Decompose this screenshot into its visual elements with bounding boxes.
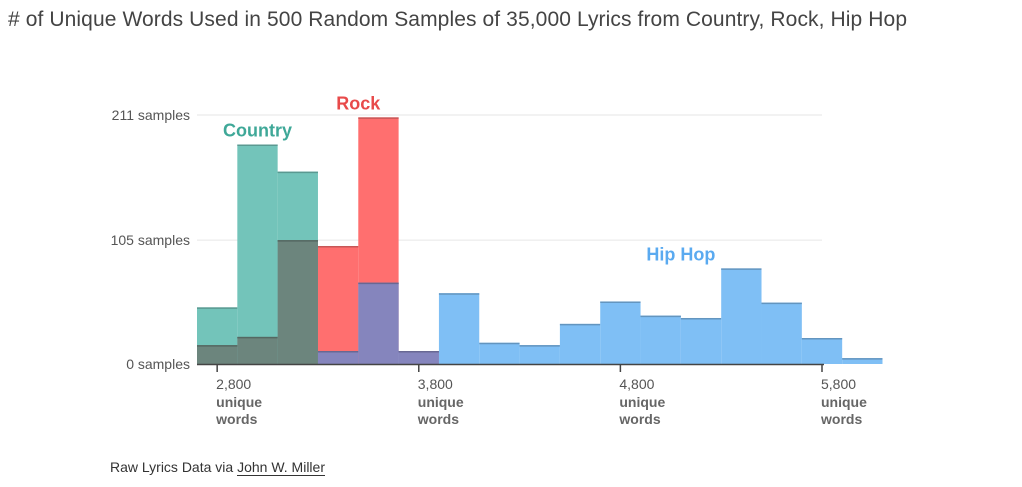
y-tick-label: 105 samples [111,232,190,248]
source-credit: Raw Lyrics Data via John W. Miller [110,459,325,476]
series-labels: Country Rock Hip Hop [223,93,715,264]
x-tick-sub-label: words [820,411,862,427]
x-tick-sub-label: unique [619,394,665,410]
x-tick-label: 2,800 [216,376,251,392]
overlap-bar [237,336,278,364]
hip-hop-bar [438,293,480,364]
series-label-rock: Rock [336,93,381,113]
overlap-bar [358,282,399,364]
rock-bar [317,245,359,364]
x-tick-sub-label: words [215,411,257,427]
hip-hop-bar [761,302,802,364]
x-tick-sub-label: unique [418,394,464,410]
series-label-country: Country [223,121,292,141]
source-link[interactable]: John W. Miller [237,459,325,476]
hip-hop-bar [640,315,681,364]
hip-hop-bar [721,268,762,364]
axes: 211 samples 105 samples 0 samples 2,800 uniq… [111,107,867,427]
x-tick-sub-label: words [417,411,459,427]
y-tick-label: 0 samples [126,356,190,372]
x-tick-sub-label: words [618,411,660,427]
hip-hop-bar [680,317,722,364]
source-prefix: Raw Lyrics Data via [110,459,238,475]
series-label-hip-hop: Hip Hop [646,244,715,264]
overlap-bar [277,240,318,364]
hip-hop-bar [801,338,843,364]
hip-hop-bar [559,323,601,364]
overlap-bar [317,351,359,364]
x-tick-sub-label: unique [821,394,867,410]
bars [197,117,883,364]
country-bar [237,144,278,364]
overlap-bar [197,345,238,364]
overlap-bar [398,351,439,364]
x-tick-label: 3,800 [418,376,453,392]
hip-hop-bar [519,345,560,364]
hip-hop-bar [600,301,641,364]
x-tick-label: 4,800 [619,376,654,392]
x-tick-label: 5,800 [821,376,856,392]
hip-hop-bar [479,342,520,364]
y-tick-label: 211 samples [112,107,190,123]
x-tick-sub-label: unique [216,394,262,410]
chart-title: # of Unique Words Used in 500 Random Sam… [8,8,908,31]
hip-hop-bar [842,358,883,364]
